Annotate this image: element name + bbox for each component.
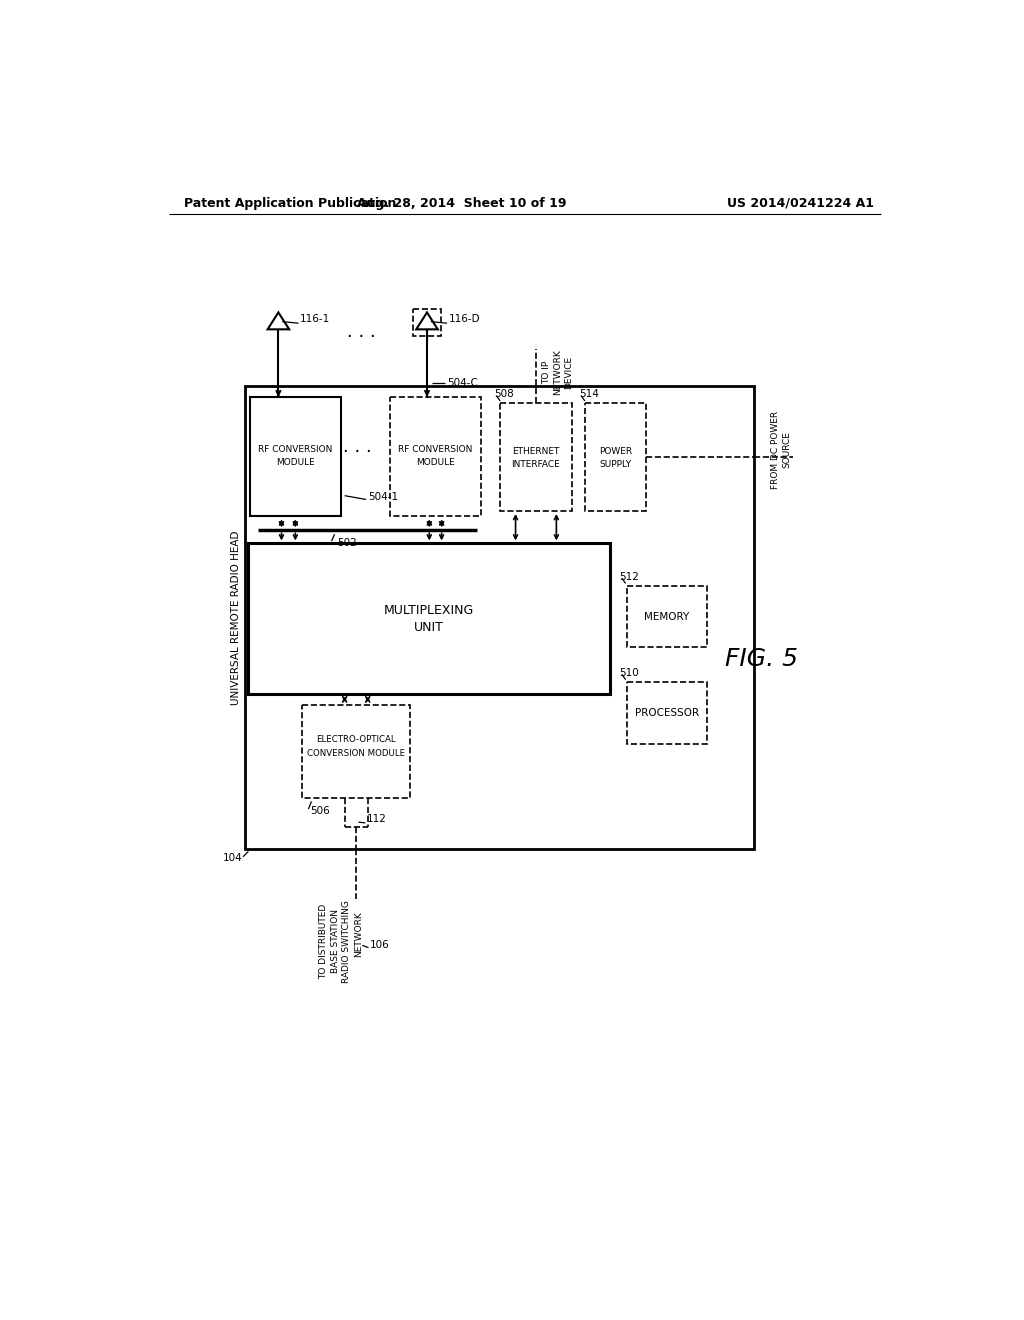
Text: MODULE: MODULE — [416, 458, 455, 467]
Text: 116-1: 116-1 — [300, 314, 330, 323]
Text: PROCESSOR: PROCESSOR — [635, 708, 699, 718]
Text: 504-C: 504-C — [447, 379, 478, 388]
Text: ELECTRO-OPTICAL: ELECTRO-OPTICAL — [316, 735, 396, 744]
Text: MODULE: MODULE — [275, 458, 314, 467]
Text: RF CONVERSION: RF CONVERSION — [258, 445, 333, 454]
Text: NETWORK: NETWORK — [553, 350, 562, 395]
Text: FROM DC POWER: FROM DC POWER — [771, 411, 780, 488]
Text: 510: 510 — [620, 668, 639, 677]
Bar — [628, 586, 707, 647]
Bar — [585, 404, 646, 511]
Bar — [302, 705, 410, 797]
Text: 506: 506 — [310, 807, 330, 816]
Text: 512: 512 — [620, 572, 639, 582]
Bar — [248, 544, 609, 693]
Bar — [245, 385, 755, 849]
Text: MULTIPLEXING: MULTIPLEXING — [383, 605, 474, 618]
Text: FIG. 5: FIG. 5 — [725, 647, 799, 671]
Text: 106: 106 — [370, 940, 390, 950]
Text: UNIVERSAL REMOTE RADIO HEAD: UNIVERSAL REMOTE RADIO HEAD — [231, 531, 241, 705]
Text: Patent Application Publication: Patent Application Publication — [184, 197, 397, 210]
Bar — [413, 309, 441, 335]
Text: SUPPLY: SUPPLY — [600, 459, 632, 469]
Text: US 2014/0241224 A1: US 2014/0241224 A1 — [727, 197, 873, 210]
Bar — [250, 397, 341, 516]
Text: . . .: . . . — [343, 438, 372, 457]
Text: INTERFACE: INTERFACE — [512, 459, 560, 469]
Text: . . .: . . . — [347, 322, 376, 341]
Text: MEMORY: MEMORY — [644, 611, 689, 622]
Text: TO DISTRIBUTED: TO DISTRIBUTED — [319, 904, 329, 979]
Text: DEVICE: DEVICE — [564, 356, 572, 389]
Text: TO IP: TO IP — [543, 360, 551, 384]
Text: 116-D: 116-D — [449, 314, 480, 323]
Text: 104: 104 — [222, 853, 243, 863]
Bar — [628, 682, 707, 743]
Text: BASE STATION: BASE STATION — [331, 909, 340, 973]
Text: UNIT: UNIT — [414, 622, 443, 634]
Text: 112: 112 — [367, 814, 387, 824]
Text: 508: 508 — [494, 389, 514, 399]
Text: ETHERNET: ETHERNET — [512, 446, 560, 455]
Text: 504-1: 504-1 — [368, 492, 398, 502]
Text: RF CONVERSION: RF CONVERSION — [398, 445, 473, 454]
Text: 502: 502 — [337, 537, 356, 548]
Bar — [500, 404, 571, 511]
Text: 514: 514 — [579, 389, 599, 399]
Text: POWER: POWER — [599, 446, 632, 455]
Text: Aug. 28, 2014  Sheet 10 of 19: Aug. 28, 2014 Sheet 10 of 19 — [357, 197, 566, 210]
Text: RADIO SWITCHING: RADIO SWITCHING — [342, 900, 351, 983]
Text: CONVERSION MODULE: CONVERSION MODULE — [307, 750, 406, 758]
Text: SOURCE: SOURCE — [783, 432, 792, 467]
Bar — [390, 397, 481, 516]
Text: NETWORK: NETWORK — [354, 911, 362, 957]
